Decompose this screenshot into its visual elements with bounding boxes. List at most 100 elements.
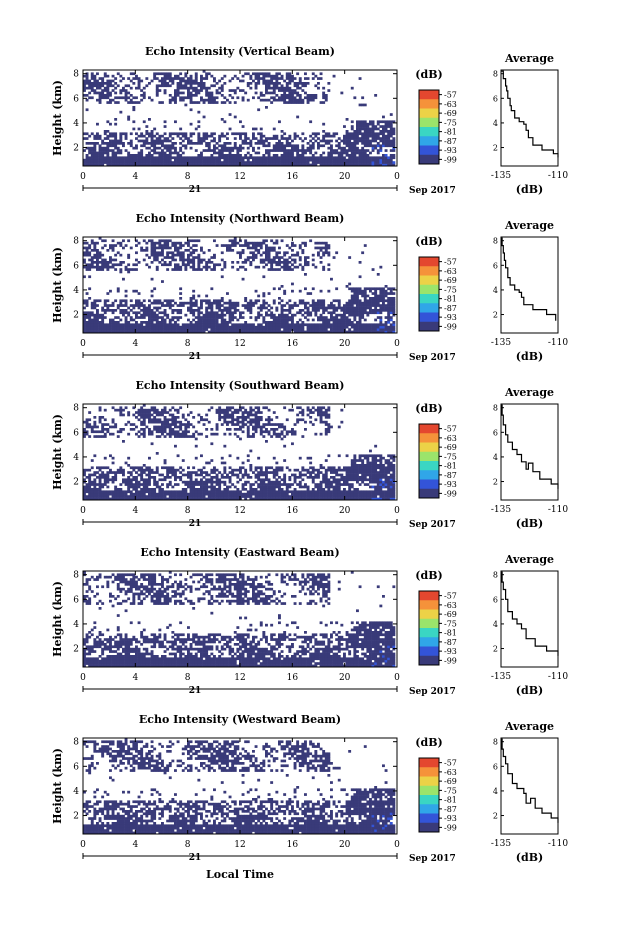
echo-cell	[111, 151, 115, 155]
echo-cell	[324, 246, 328, 250]
echo-cell	[171, 490, 175, 494]
echo-cell	[124, 156, 128, 160]
echo-cell	[283, 146, 287, 150]
echo-cell	[101, 253, 105, 257]
echo-cell	[194, 437, 198, 441]
echo-cell	[392, 297, 396, 300]
echo-cell	[192, 466, 196, 470]
colorbar-tick-label: -69	[444, 276, 457, 285]
echo-cell	[262, 294, 266, 298]
echo-cell	[140, 488, 144, 491]
echo-cell	[140, 473, 144, 477]
echo-cell	[103, 483, 107, 486]
echo-cell	[142, 413, 146, 417]
echo-cell	[374, 318, 378, 322]
echo-cell	[309, 146, 313, 150]
echo-cell	[163, 408, 167, 412]
echo-cell	[371, 122, 375, 126]
echo-cell	[361, 311, 365, 315]
echo-cell	[179, 492, 183, 496]
echo-cell	[267, 304, 271, 307]
echo-cell	[249, 411, 253, 414]
echo-cell	[293, 146, 297, 150]
echo-cell	[88, 265, 92, 269]
echo-cell	[353, 297, 357, 300]
echo-cell	[93, 313, 97, 317]
echo-cell	[163, 311, 167, 315]
echo-cell	[335, 151, 339, 155]
echo-cell	[306, 311, 310, 315]
echo-cell	[236, 423, 240, 426]
echo-cell	[239, 79, 242, 83]
echo-cell	[179, 258, 183, 262]
echo-cell	[153, 325, 157, 329]
echo-cell	[387, 132, 391, 136]
echo-cell	[246, 428, 250, 431]
echo-cell	[246, 454, 250, 458]
echo-cell	[358, 309, 362, 312]
echo-cell	[369, 134, 372, 138]
echo-cell	[93, 253, 97, 257]
echo-cell	[306, 156, 310, 160]
echo-cell	[389, 325, 393, 329]
echo-cell	[361, 309, 365, 312]
colorbar-segment	[419, 275, 439, 286]
echo-cell	[93, 483, 97, 486]
echo-cell	[239, 428, 242, 431]
echo-cell	[148, 304, 151, 307]
echo-cell	[132, 497, 136, 501]
echo-cell	[155, 408, 159, 412]
echo-cell	[158, 154, 162, 157]
echo-cell	[148, 239, 151, 243]
echo-cell	[223, 156, 227, 160]
echo-cell	[270, 239, 274, 243]
echo-cell	[241, 265, 245, 269]
echo-cell	[111, 163, 115, 167]
echo-cell	[304, 158, 307, 162]
echo-cell	[218, 406, 222, 410]
echo-cell	[129, 79, 133, 83]
echo-cell	[150, 249, 154, 252]
echo-cell	[176, 134, 180, 138]
echo-cell	[116, 289, 120, 293]
echo-cell	[304, 323, 307, 327]
echo-cell	[176, 251, 180, 255]
echo-cell	[239, 478, 242, 482]
echo-cell	[361, 323, 365, 327]
echo-cell	[101, 94, 105, 97]
echo-cell	[85, 432, 89, 436]
echo-cell	[361, 137, 365, 140]
echo-cell	[350, 294, 354, 298]
echo-cell	[127, 328, 131, 331]
echo-cell	[337, 321, 341, 324]
echo-cell	[332, 316, 336, 319]
echo-cell	[176, 154, 180, 157]
echo-cell	[218, 497, 222, 501]
echo-cell	[306, 328, 310, 331]
echo-cell	[311, 304, 315, 307]
echo-cell	[223, 309, 227, 312]
echo-cell	[85, 292, 89, 295]
echo-cell	[106, 490, 110, 494]
echo-cell	[106, 82, 110, 85]
echo-cell	[226, 306, 229, 310]
echo-cell	[215, 432, 219, 436]
echo-cell	[137, 151, 141, 155]
echo-cell	[98, 77, 102, 80]
echo-cell	[114, 132, 118, 136]
echo-cell	[101, 485, 105, 489]
echo-cell	[337, 306, 341, 310]
echo-cell	[122, 473, 125, 477]
echo-cell	[171, 495, 175, 498]
colorbar-frame	[418, 256, 440, 332]
echo-cell	[153, 139, 157, 143]
echo-cell	[127, 306, 131, 310]
echo-cell	[114, 268, 118, 271]
echo-cell	[363, 299, 367, 303]
echo-cell	[155, 328, 159, 331]
echo-cell	[168, 158, 172, 162]
echo-cell	[176, 309, 180, 312]
echo-cell	[148, 132, 151, 136]
echo-cell	[376, 132, 380, 136]
echo-cell	[171, 253, 175, 257]
